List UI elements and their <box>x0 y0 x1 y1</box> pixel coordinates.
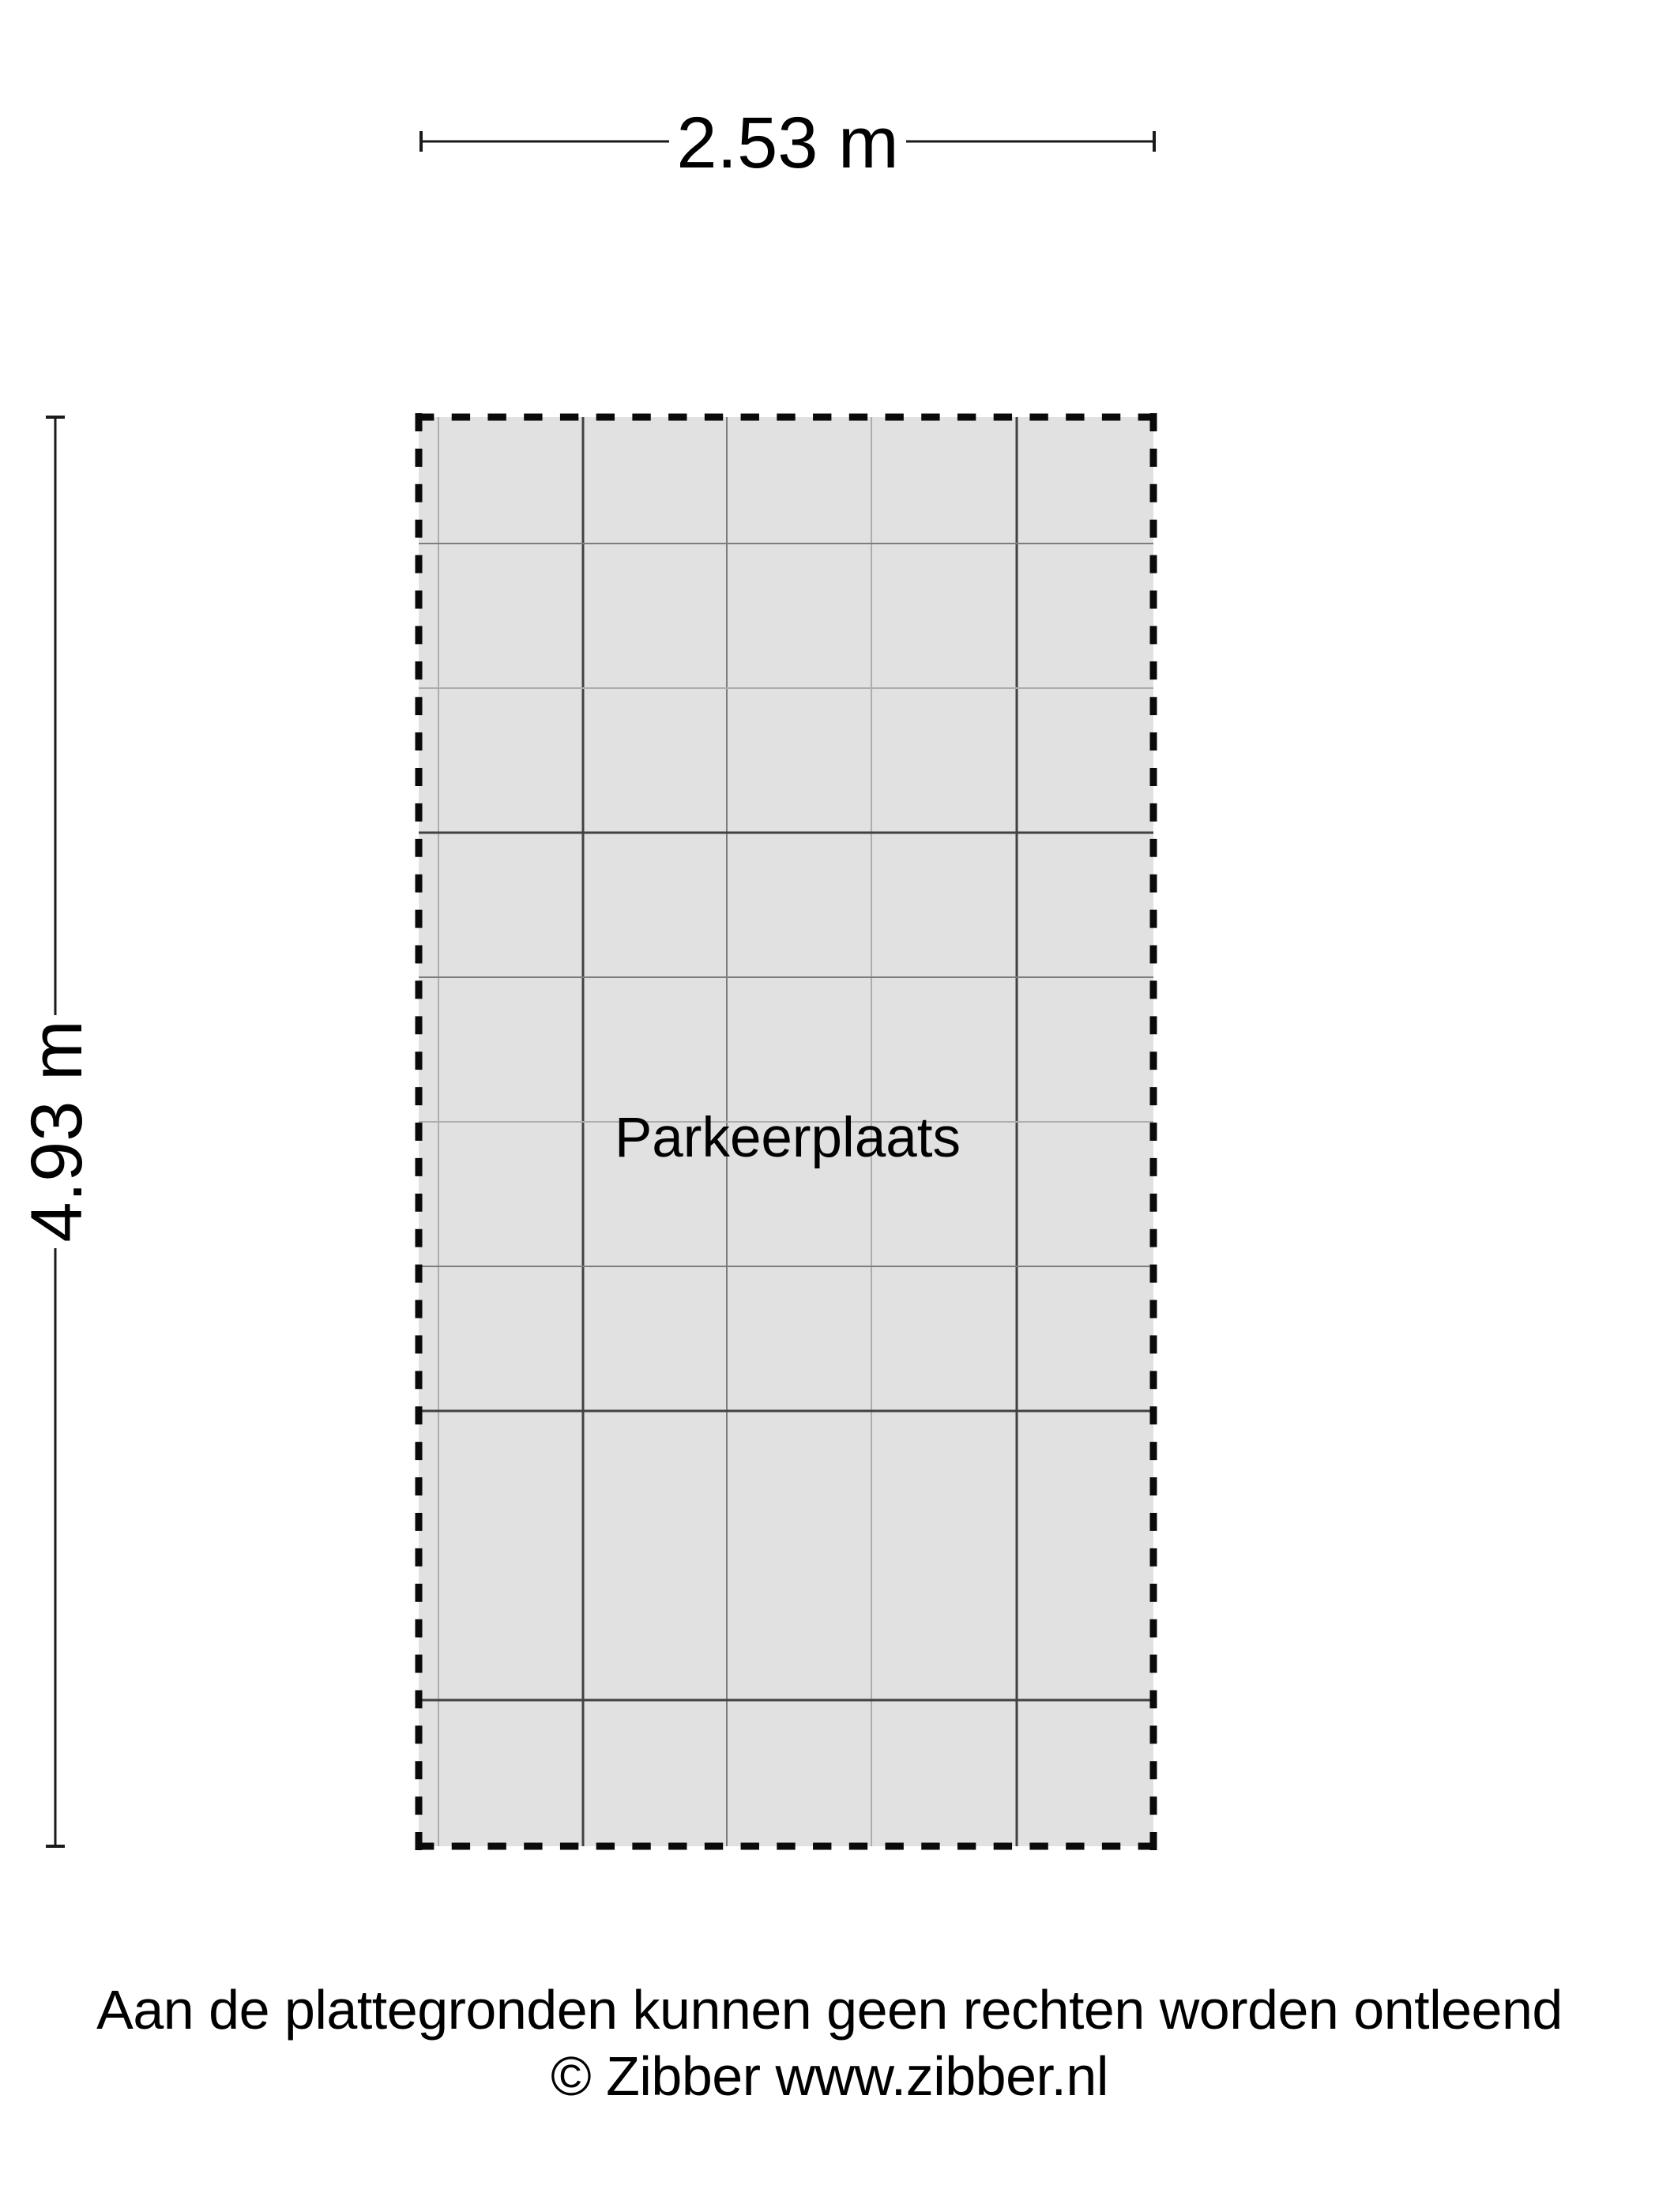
parking-area <box>419 417 1153 1846</box>
height-dimension: 4.93 m <box>17 416 97 1848</box>
footer-copyright: © Zibber www.zibber.nl <box>551 2045 1108 2107</box>
width-dimension-label: 2.53 m <box>676 103 898 183</box>
height-dimension-label: 4.93 m <box>17 1020 97 1242</box>
footer-disclaimer: Aan de plattegronden kunnen geen rechten… <box>96 1979 1563 2041</box>
width-dimension: 2.53 m <box>419 103 1156 183</box>
room-border <box>415 413 1157 1850</box>
footer: Aan de plattegronden kunnen geen rechten… <box>0 1977 1659 2109</box>
room-label: Parkeerplaats <box>615 1107 961 1169</box>
tile-grid <box>419 417 1153 1846</box>
